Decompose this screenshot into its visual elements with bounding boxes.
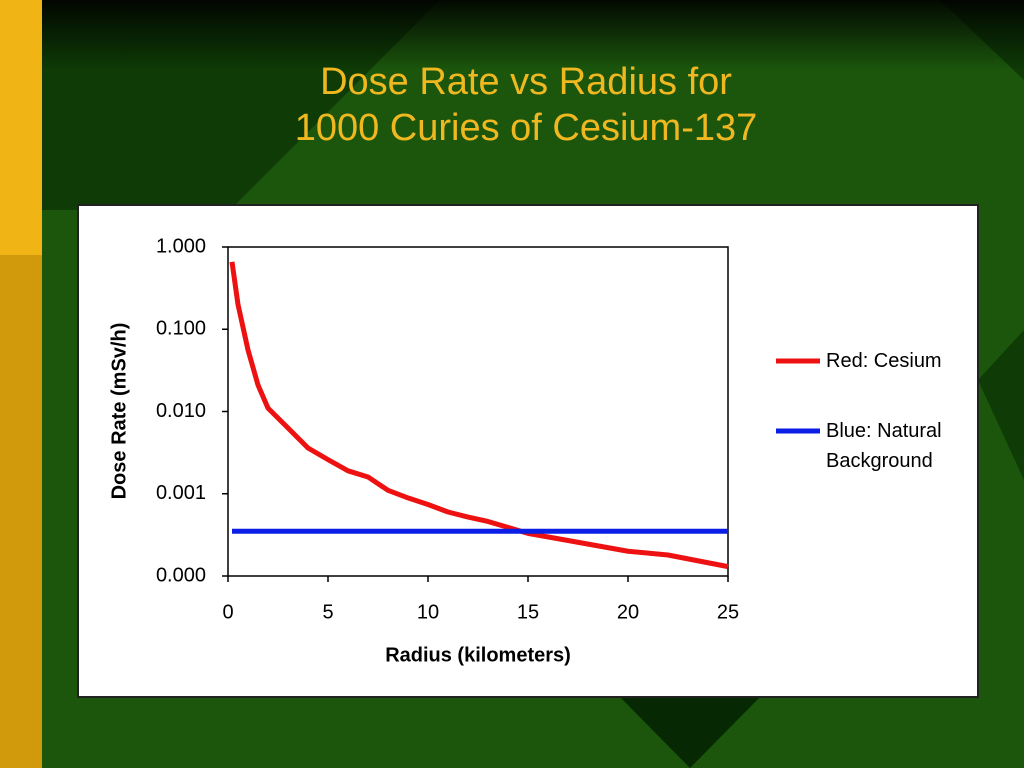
side-bar: [0, 255, 42, 768]
y-tick-label: 0.000: [156, 564, 206, 586]
series-line: [229, 261, 729, 570]
y-tick-label: 0.001: [156, 482, 206, 504]
bg-shape: [978, 330, 1024, 480]
x-tick-label: 5: [322, 601, 333, 623]
chart-title: 1000 Curies of Cesium-137: [295, 107, 758, 149]
y-tick-label: 1.000: [156, 235, 206, 257]
bg-fade: [42, 0, 1024, 70]
y-tick-label: 0.010: [156, 400, 206, 422]
side-bar: [0, 0, 42, 255]
legend-label: Blue: Natural Background: [826, 420, 942, 472]
chart-title: Dose Rate vs Radius for: [320, 61, 732, 103]
y-tick-label: 0.100: [156, 318, 206, 340]
bg-shape: [620, 697, 760, 768]
x-tick-label: 15: [517, 601, 539, 623]
x-tick-label: 10: [417, 601, 439, 623]
x-tick-label: 25: [717, 601, 739, 623]
x-tick-label: 0: [222, 601, 233, 623]
x-tick-label: 20: [617, 601, 639, 623]
legend-label: Red: Cesium: [826, 350, 942, 372]
y-axis-label: Dose Rate (mSv/h): [108, 323, 130, 500]
x-axis-label: Radius (kilometers): [385, 644, 571, 666]
